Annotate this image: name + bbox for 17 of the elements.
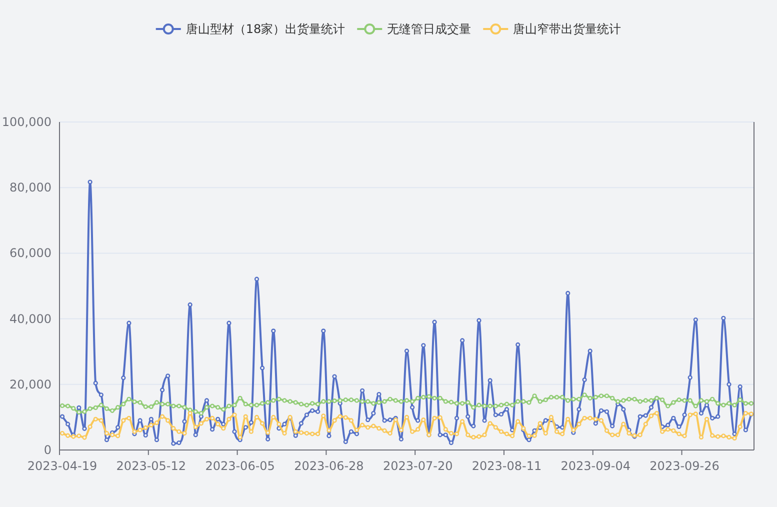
y-tick-label: 0 [44, 443, 52, 457]
x-tick-label: 2023-04-19 [27, 459, 98, 473]
y-tick-label: 40,000 [10, 312, 52, 326]
x-tick-label: 2023-05-12 [116, 459, 186, 473]
legend-label: 无缝管日成交量 [387, 22, 472, 36]
x-tick-label: 2023-09-04 [560, 459, 631, 473]
y-tick-label: 100,000 [2, 115, 52, 129]
x-tick-label: 2023-06-05 [205, 459, 275, 473]
x-tick-label: 2023-06-28 [294, 459, 364, 473]
legend-label: 唐山窄带出货量统计 [513, 22, 622, 36]
x-tick-label: 2023-09-26 [650, 459, 720, 473]
legend-label: 唐山型材（18家）出货量统计 [186, 22, 346, 36]
y-tick-label: 80,000 [10, 180, 52, 195]
x-tick-label: 2023-07-20 [382, 459, 453, 473]
y-tick-label: 60,000 [10, 246, 52, 260]
y-tick-label: 20,000 [10, 377, 52, 392]
x-tick-label: 2023-08-11 [472, 459, 542, 473]
